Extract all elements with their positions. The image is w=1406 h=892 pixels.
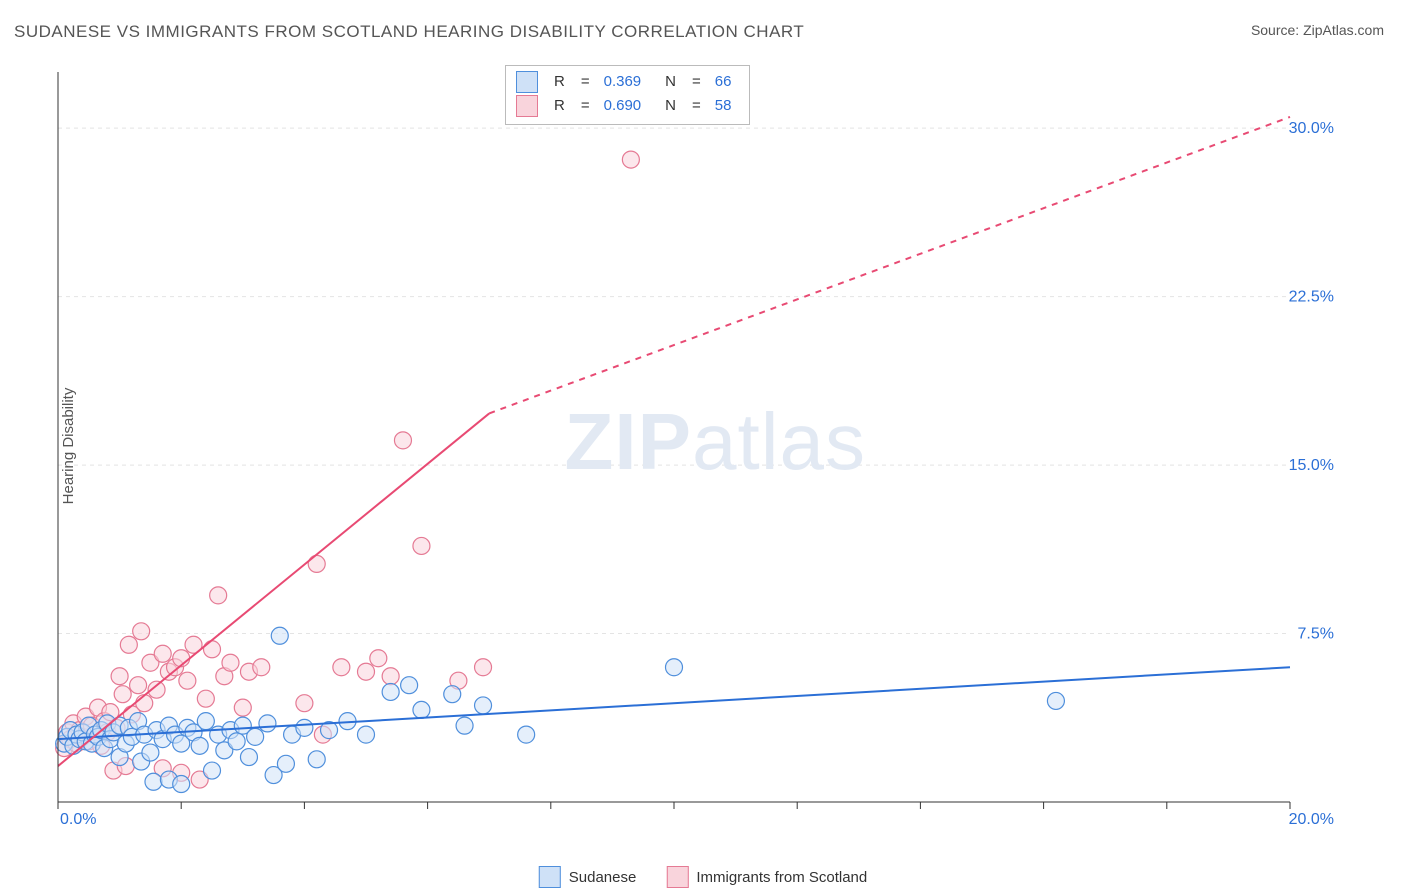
- series-legend: Sudanese Immigrants from Scotland: [539, 866, 867, 888]
- data-point-scotland: [120, 636, 137, 653]
- data-point-sudanese: [518, 726, 535, 743]
- stat-r-label: R: [554, 70, 565, 94]
- data-point-sudanese: [271, 627, 288, 644]
- data-point-sudanese: [413, 701, 430, 718]
- source-value: ZipAtlas.com: [1303, 22, 1384, 38]
- data-point-scotland: [179, 672, 196, 689]
- stat-r-label: R: [554, 94, 565, 118]
- data-point-scotland: [308, 555, 325, 572]
- data-point-scotland: [197, 690, 214, 707]
- y-tick-label: 22.5%: [1289, 289, 1334, 306]
- data-point-sudanese: [191, 737, 208, 754]
- x-axis-label: 20.0%: [1289, 811, 1334, 828]
- source-label: Source:: [1251, 22, 1303, 38]
- data-point-sudanese: [296, 719, 313, 736]
- stat-r-value: 0.369: [604, 70, 642, 94]
- source-credit: Source: ZipAtlas.com: [1251, 22, 1384, 38]
- data-point-sudanese: [444, 686, 461, 703]
- swatch-icon: [516, 71, 538, 93]
- data-point-sudanese: [666, 659, 683, 676]
- data-point-sudanese: [240, 749, 257, 766]
- data-point-sudanese: [277, 755, 294, 772]
- legend-item-scotland: Immigrants from Scotland: [666, 866, 867, 888]
- stat-n-label: N: [665, 94, 676, 118]
- data-point-scotland: [475, 659, 492, 676]
- data-point-sudanese: [145, 773, 162, 790]
- data-point-sudanese: [1047, 692, 1064, 709]
- legend-label: Sudanese: [569, 869, 637, 886]
- data-point-sudanese: [228, 733, 245, 750]
- y-tick-label: 7.5%: [1298, 626, 1334, 643]
- data-point-scotland: [382, 668, 399, 685]
- data-point-scotland: [136, 695, 153, 712]
- data-point-scotland: [413, 537, 430, 554]
- stat-n-value: 58: [715, 94, 732, 118]
- stats-legend-box: R=0.369N=66R=0.690N=58: [505, 65, 750, 125]
- data-point-sudanese: [475, 697, 492, 714]
- data-point-scotland: [296, 695, 313, 712]
- data-point-scotland: [111, 668, 128, 685]
- data-point-sudanese: [259, 715, 276, 732]
- x-axis-label: 0.0%: [60, 811, 96, 828]
- data-point-scotland: [253, 659, 270, 676]
- data-point-scotland: [234, 699, 251, 716]
- y-tick-label: 30.0%: [1289, 120, 1334, 137]
- stats-row-sudanese: R=0.369N=66: [516, 70, 739, 94]
- stat-r-value: 0.690: [604, 94, 642, 118]
- data-point-scotland: [394, 432, 411, 449]
- data-point-scotland: [114, 686, 131, 703]
- watermark: ZIPatlas: [565, 397, 866, 486]
- swatch-icon: [666, 866, 688, 888]
- stats-row-scotland: R=0.690N=58: [516, 94, 739, 118]
- data-point-scotland: [133, 623, 150, 640]
- stat-n-value: 66: [715, 70, 732, 94]
- data-point-sudanese: [142, 744, 159, 761]
- scatter-plot: 7.5%15.0%22.5%30.0%ZIPatlas0.0%20.0% R=0…: [50, 60, 1340, 830]
- chart-title: SUDANESE VS IMMIGRANTS FROM SCOTLAND HEA…: [14, 22, 804, 42]
- swatch-icon: [539, 866, 561, 888]
- data-point-scotland: [210, 587, 227, 604]
- data-point-scotland: [333, 659, 350, 676]
- data-point-sudanese: [204, 762, 221, 779]
- stat-n-label: N: [665, 70, 676, 94]
- data-point-sudanese: [308, 751, 325, 768]
- data-point-sudanese: [401, 677, 418, 694]
- legend-label: Immigrants from Scotland: [696, 869, 867, 886]
- data-point-scotland: [204, 641, 221, 658]
- swatch-icon: [516, 95, 538, 117]
- chart-svg: 7.5% 15.0% 22.5% 30.0% ZIPatlas 0.0% 20.0%: [50, 60, 1340, 830]
- trend-line-ext-scotland: [489, 117, 1290, 413]
- data-point-scotland: [130, 677, 147, 694]
- data-point-sudanese: [197, 713, 214, 730]
- data-point-scotland: [622, 151, 639, 168]
- data-point-sudanese: [173, 776, 190, 793]
- data-point-scotland: [154, 645, 171, 662]
- data-point-sudanese: [456, 717, 473, 734]
- legend-item-sudanese: Sudanese: [539, 866, 637, 888]
- data-point-sudanese: [247, 728, 264, 745]
- y-tick-label: 15.0%: [1289, 457, 1334, 474]
- data-point-sudanese: [382, 683, 399, 700]
- data-point-scotland: [370, 650, 387, 667]
- data-point-scotland: [358, 663, 375, 680]
- data-point-scotland: [222, 654, 239, 671]
- data-point-sudanese: [358, 726, 375, 743]
